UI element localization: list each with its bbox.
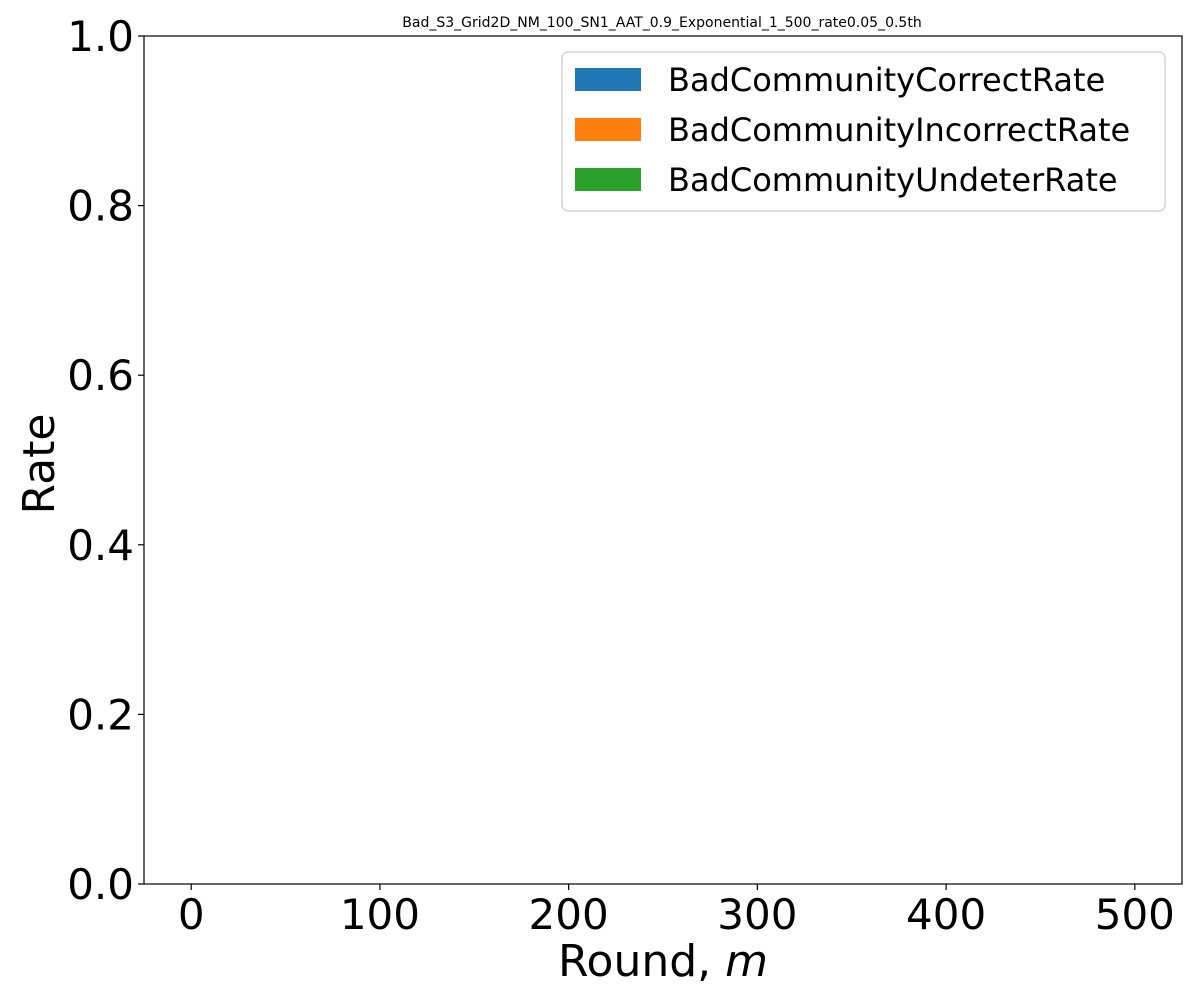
legend-label: BadCommunityIncorrectRate	[668, 111, 1130, 149]
y-axis-ticks: 0.0 0.2 0.4 0.6 0.8 1.0	[67, 12, 144, 909]
x-tick-label: 300	[717, 890, 797, 939]
chart-title: Bad_S3_Grid2D_NM_100_SN1_AAT_0.9_Exponen…	[402, 15, 921, 31]
y-tick-label: 0.2	[67, 690, 134, 739]
y-tick-label: 0.4	[67, 521, 134, 570]
x-tick-label: 200	[529, 890, 609, 939]
x-tick-label: 400	[906, 890, 986, 939]
x-axis-label-text: Round,	[558, 936, 725, 987]
legend-label: BadCommunityCorrectRate	[668, 61, 1105, 99]
axes-frame	[143, 35, 1183, 885]
legend-label: BadCommunityUndeterRate	[668, 161, 1118, 199]
x-tick-label: 0	[178, 890, 205, 939]
y-tick-label: 0.8	[67, 182, 134, 231]
legend-swatch	[575, 68, 641, 91]
x-tick-label: 500	[1095, 890, 1175, 939]
x-axis-label-variable: m	[725, 936, 768, 987]
y-tick-label: 1.0	[67, 12, 134, 61]
x-axis-label: Round, m	[558, 936, 768, 987]
legend-swatch	[575, 118, 641, 141]
legend-swatch	[575, 168, 641, 191]
legend: BadCommunityCorrectRate BadCommunityIncor…	[561, 51, 1166, 212]
x-tick-label: 100	[340, 890, 420, 939]
y-tick-label: 0.6	[67, 351, 134, 400]
y-axis-label: Rate	[14, 414, 65, 515]
legend-box	[561, 51, 1166, 212]
y-tick-label: 0.0	[67, 860, 134, 909]
x-axis-ticks: 0 100 200 300 400 500	[178, 884, 1175, 939]
